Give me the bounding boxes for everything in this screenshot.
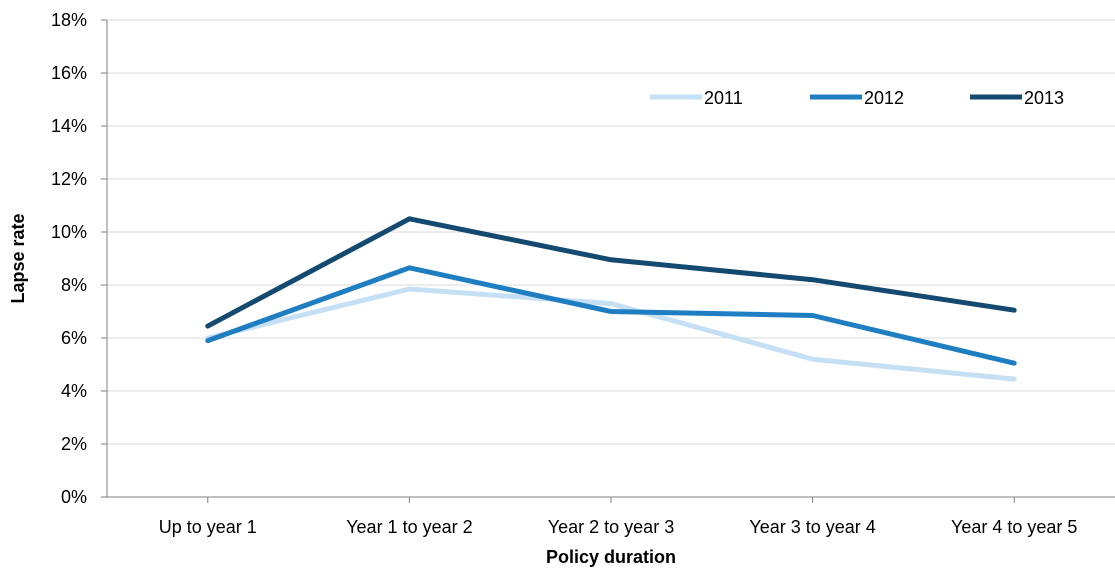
y-tick-label: 0% bbox=[61, 487, 87, 507]
x-tick-labels: Up to year 1 Year 1 to year 2 Year 2 to ye… bbox=[159, 497, 1077, 537]
x-axis-title: Policy duration bbox=[546, 547, 676, 567]
y-tick-label: 18% bbox=[51, 10, 87, 30]
legend: 2011 2012 2013 bbox=[650, 88, 1064, 108]
y-tick-label: 6% bbox=[61, 328, 87, 348]
legend-label: 2013 bbox=[1024, 88, 1064, 108]
legend-label: 2011 bbox=[704, 88, 743, 108]
x-tick-label: Year 4 to year 5 bbox=[951, 517, 1077, 537]
y-tick-label: 10% bbox=[51, 222, 87, 242]
gridlines bbox=[107, 19, 1115, 445]
x-tick-label: Year 1 to year 2 bbox=[346, 517, 472, 537]
x-tick-label: Up to year 1 bbox=[159, 517, 257, 537]
y-tick-label: 4% bbox=[61, 381, 87, 401]
y-tick-label: 12% bbox=[51, 169, 87, 189]
series-lines bbox=[205, 216, 1017, 382]
series-line-2012 bbox=[205, 265, 1017, 366]
y-tick-label: 2% bbox=[61, 434, 87, 454]
y-tick-label: 16% bbox=[51, 63, 87, 83]
legend-label: 2012 bbox=[864, 88, 904, 108]
y-axis-title: Lapse rate bbox=[8, 213, 28, 303]
y-tick-label: 8% bbox=[61, 275, 87, 295]
x-tick-label: Year 3 to year 4 bbox=[749, 517, 875, 537]
y-tick-label: 14% bbox=[51, 116, 87, 136]
y-tick-labels: 0% 2% 4% 6% 8% 10% 12% 14% 16% 18% bbox=[51, 10, 107, 507]
x-tick-label: Year 2 to year 3 bbox=[548, 517, 674, 537]
